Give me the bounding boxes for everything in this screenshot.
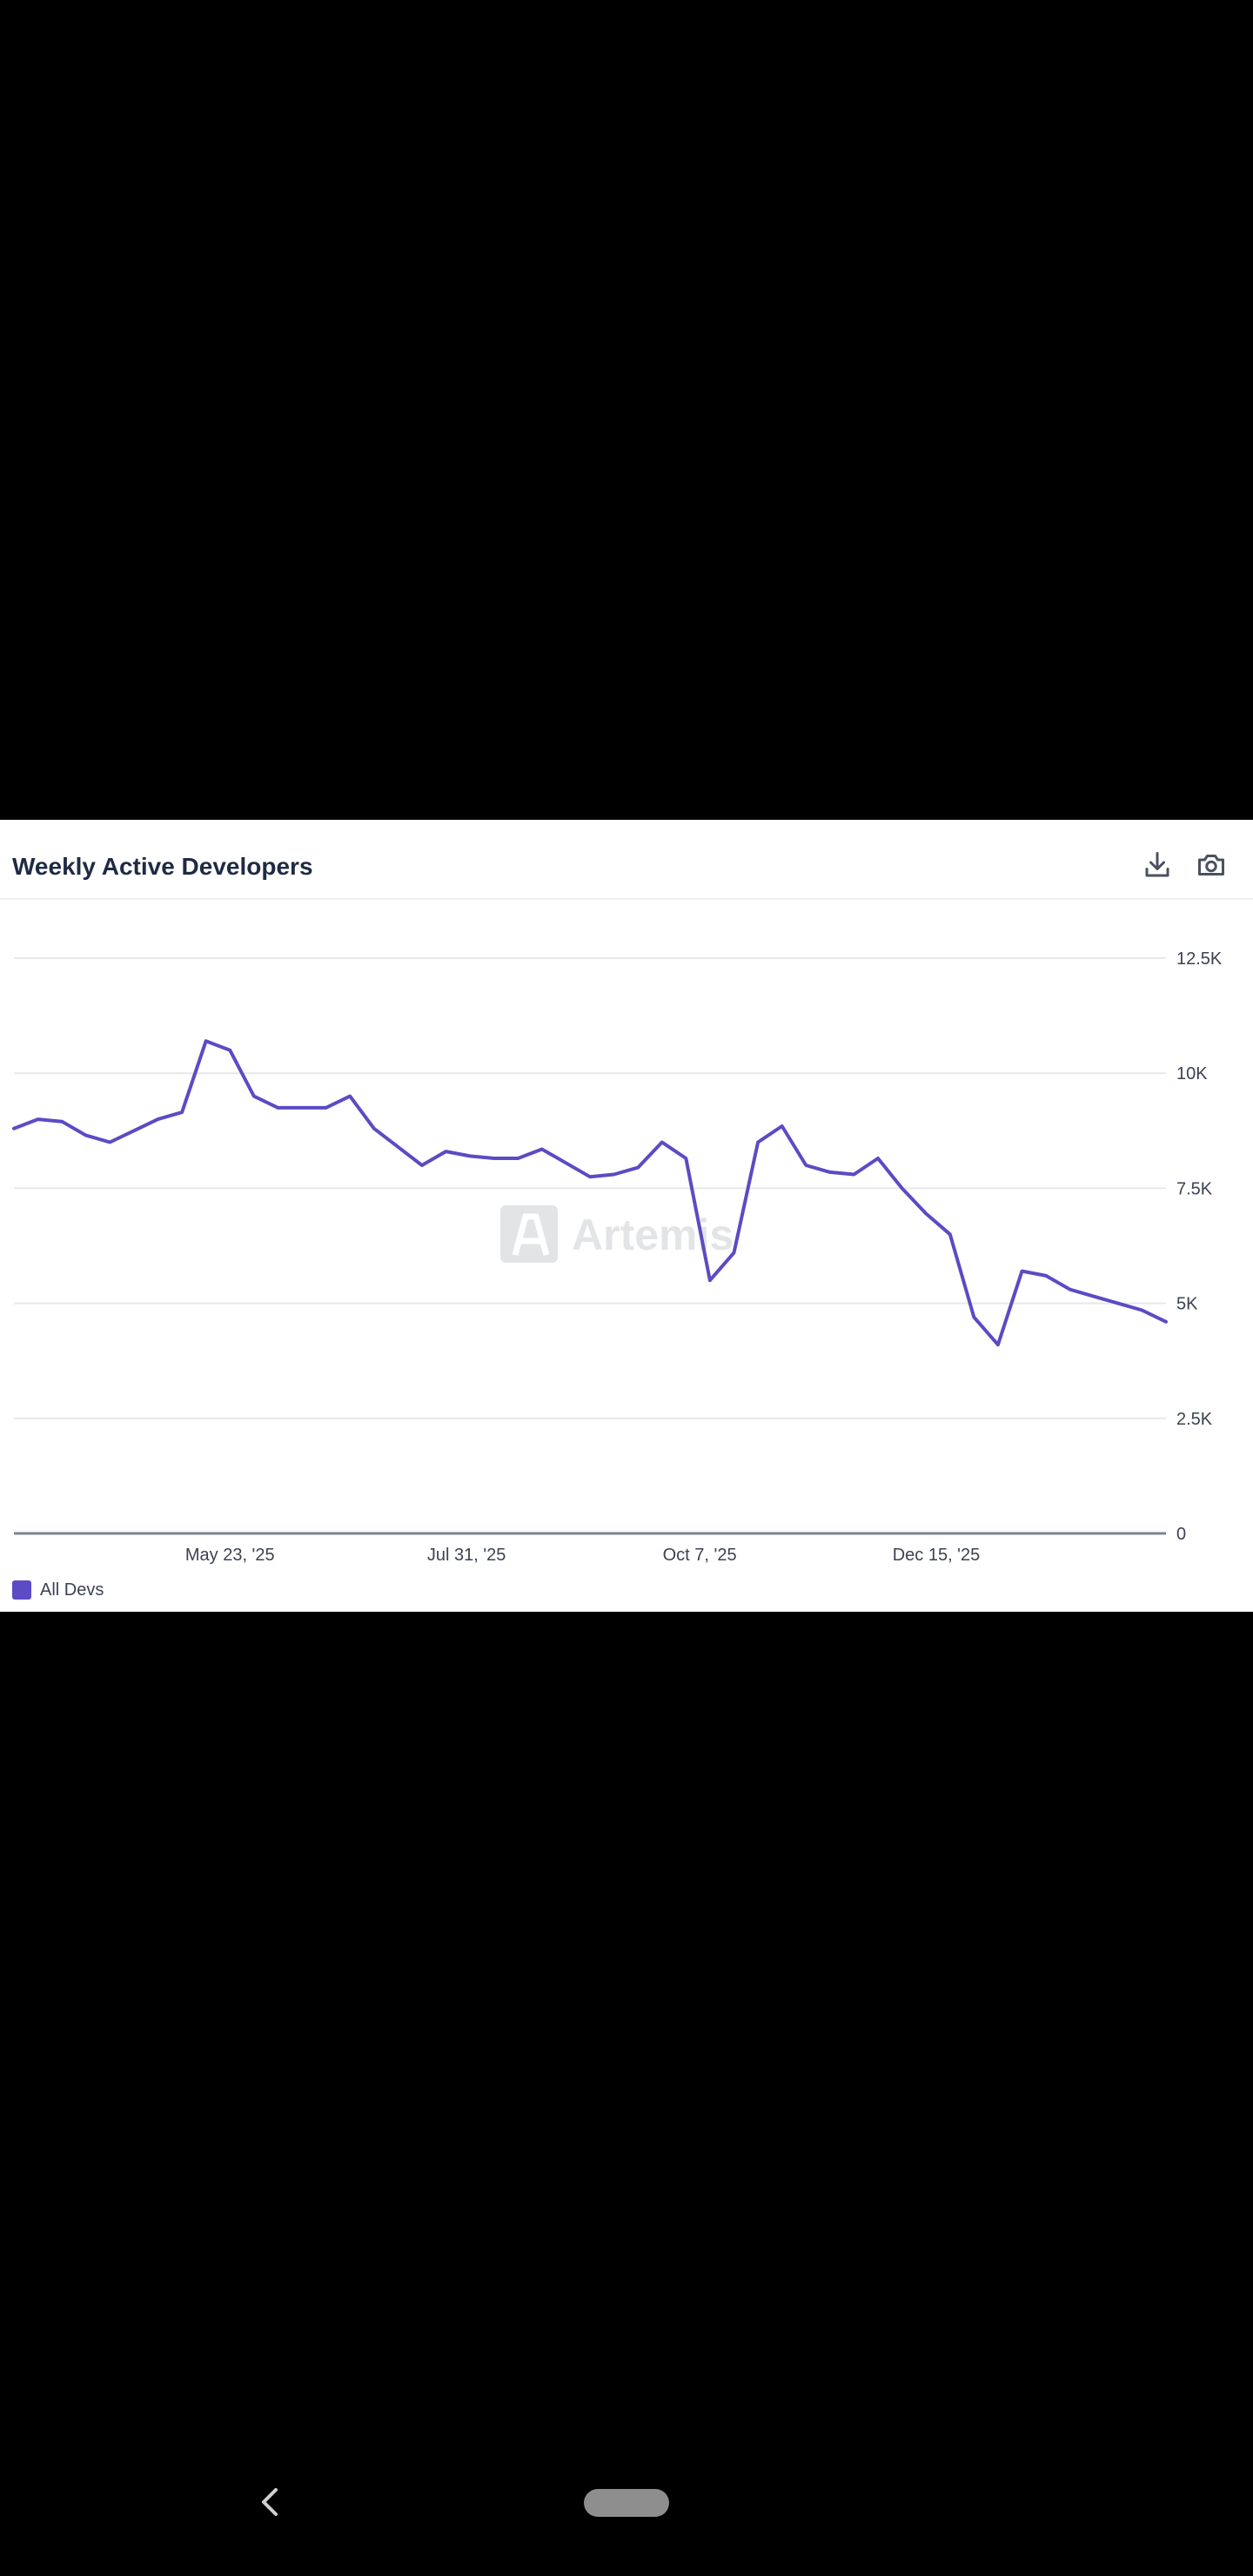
- data-point[interactable]: [1015, 1265, 1029, 1278]
- data-point[interactable]: [1135, 1304, 1149, 1318]
- data-point[interactable]: [55, 1115, 69, 1129]
- data-point[interactable]: [967, 1310, 981, 1324]
- data-point[interactable]: [127, 1124, 141, 1137]
- data-point[interactable]: [991, 1338, 1005, 1352]
- nav-back-button[interactable]: [252, 2480, 287, 2524]
- y-tick-label: 2.5K: [1176, 1410, 1213, 1429]
- data-point[interactable]: [583, 1170, 597, 1184]
- nav-home-pill[interactable]: [584, 2489, 669, 2517]
- data-point[interactable]: [559, 1156, 573, 1170]
- artemis-watermark: Artemis: [500, 1205, 734, 1263]
- data-point[interactable]: [271, 1101, 285, 1115]
- data-point[interactable]: [343, 1090, 357, 1104]
- series-line-all-devs: [12, 1039, 1168, 1347]
- download-button[interactable]: [1136, 844, 1178, 886]
- data-point[interactable]: [535, 1142, 549, 1156]
- data-point[interactable]: [1039, 1269, 1053, 1283]
- series-layer: [7, 1034, 1173, 1352]
- data-point[interactable]: [31, 1112, 45, 1126]
- tick-labels: 0 2.5K 5K 7.5K 10K 12.5K May 23, '25 Jul 31, '2…: [185, 949, 1223, 1565]
- data-point[interactable]: [223, 1043, 237, 1057]
- data-point[interactable]: [775, 1119, 789, 1133]
- data-point[interactable]: [1159, 1315, 1173, 1329]
- chart-legend: All Devs: [12, 1577, 104, 1603]
- artemis-logo-glyph: [512, 1213, 550, 1256]
- y-tick-label: 0: [1176, 1525, 1186, 1544]
- data-point[interactable]: [367, 1122, 381, 1136]
- data-point[interactable]: [1111, 1297, 1125, 1311]
- data-point[interactable]: [799, 1158, 813, 1172]
- camera-button[interactable]: [1190, 844, 1232, 886]
- data-point[interactable]: [751, 1136, 765, 1150]
- data-point[interactable]: [103, 1136, 117, 1150]
- chart-svg: Artemis 0 2.5K 5K 7.5K 10K 12.5K May 23, '25 Ju…: [7, 949, 1223, 1565]
- data-point[interactable]: [919, 1206, 933, 1220]
- data-point[interactable]: [319, 1101, 333, 1115]
- y-tick-label: 5K: [1176, 1295, 1198, 1314]
- x-tick-label: Dec 15, '25: [893, 1546, 981, 1565]
- y-tick-label: 12.5K: [1176, 949, 1223, 969]
- data-point[interactable]: [703, 1273, 717, 1287]
- data-point[interactable]: [79, 1129, 93, 1143]
- data-point[interactable]: [847, 1168, 861, 1182]
- data-point[interactable]: [679, 1151, 693, 1165]
- data-point[interactable]: [463, 1149, 477, 1163]
- data-point[interactable]: [1087, 1290, 1101, 1304]
- data-point[interactable]: [247, 1090, 261, 1104]
- data-point[interactable]: [199, 1034, 213, 1048]
- data-point[interactable]: [7, 1122, 21, 1136]
- grid-lines: [14, 957, 1166, 1419]
- data-point[interactable]: [943, 1227, 957, 1241]
- data-point[interactable]: [823, 1165, 837, 1179]
- card-header: Weekly Active Developers: [0, 837, 1253, 900]
- data-point[interactable]: [727, 1245, 741, 1259]
- data-point[interactable]: [895, 1181, 909, 1195]
- download-icon: [1145, 852, 1169, 877]
- chart-title: Weekly Active Developers: [12, 853, 313, 880]
- data-point[interactable]: [151, 1112, 165, 1126]
- data-point[interactable]: [1063, 1283, 1077, 1297]
- legend-swatch: [12, 1580, 31, 1600]
- data-point[interactable]: [631, 1161, 645, 1175]
- camera-icon: [1198, 855, 1224, 875]
- data-point[interactable]: [439, 1144, 453, 1158]
- y-tick-label: 10K: [1176, 1064, 1208, 1083]
- y-tick-label: 7.5K: [1176, 1179, 1213, 1198]
- x-tick-label: May 23, '25: [185, 1546, 275, 1565]
- data-point[interactable]: [175, 1105, 189, 1119]
- data-point[interactable]: [511, 1151, 525, 1165]
- data-point[interactable]: [415, 1158, 429, 1172]
- chevron-left-icon: [262, 2488, 278, 2516]
- data-point[interactable]: [487, 1151, 501, 1165]
- data-point[interactable]: [295, 1101, 309, 1115]
- chart-card: Artemis 0 2.5K 5K 7.5K 10K 12.5K May 23, '25 Ju…: [0, 820, 1253, 1612]
- artemis-logo-icon: [500, 1205, 558, 1263]
- watermark-text: Artemis: [572, 1211, 734, 1259]
- x-tick-label: Oct 7, '25: [663, 1546, 737, 1565]
- legend-label: All Devs: [40, 1580, 104, 1600]
- data-point[interactable]: [391, 1140, 405, 1154]
- data-point[interactable]: [871, 1151, 885, 1165]
- data-point[interactable]: [607, 1168, 621, 1182]
- x-tick-label: Jul 31, '25: [427, 1546, 506, 1565]
- data-point[interactable]: [655, 1136, 669, 1150]
